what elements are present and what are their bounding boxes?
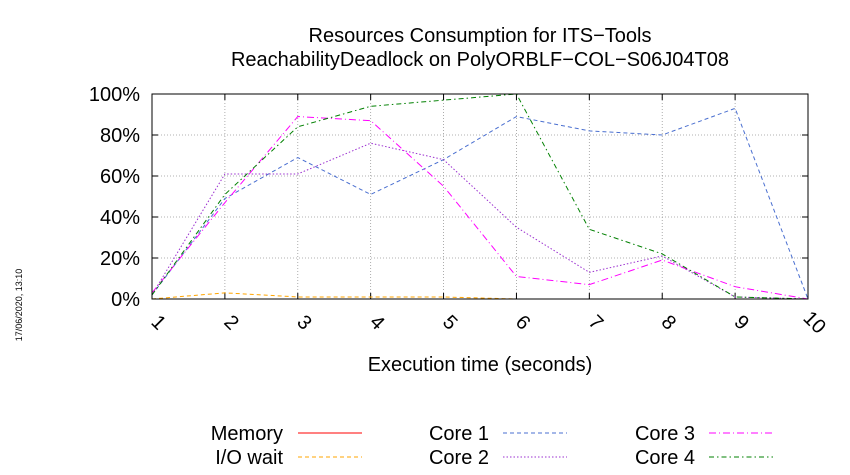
x-tick-label: 5 bbox=[438, 311, 461, 334]
x-axis-label: Execution time (seconds) bbox=[368, 354, 593, 376]
x-tick-label: 3 bbox=[292, 311, 315, 334]
plot-frame bbox=[151, 93, 809, 300]
y-tick-label: 100% bbox=[89, 84, 140, 106]
series-line-core-4 bbox=[151, 93, 809, 300]
grid bbox=[151, 93, 809, 300]
legend-core-4-label: Core 4 bbox=[635, 447, 695, 469]
tick-labels: 0% 20% 40% 60% 80% 100% 1 2 3 4 5 6 7 8 9 10 bbox=[89, 84, 830, 338]
chart-title-line1: Resources Consumption for ITS−Tools bbox=[309, 25, 652, 47]
y-tick-label: 20% bbox=[100, 248, 140, 270]
series-lines bbox=[151, 93, 809, 300]
series-line-core-3 bbox=[151, 116, 809, 300]
legend-core-3-label: Core 3 bbox=[635, 423, 695, 445]
y-tick-label: 0% bbox=[111, 289, 140, 311]
x-tick-label: 4 bbox=[365, 311, 388, 334]
legend-i-o-wait-label: I/O wait bbox=[215, 447, 283, 469]
legend-core-2-label: Core 2 bbox=[429, 447, 489, 469]
legend-memory-label: Memory bbox=[211, 423, 283, 445]
legend-core-1-label: Core 1 bbox=[429, 423, 489, 445]
side-timestamp: 17/06/2020, 13:10 bbox=[14, 269, 24, 342]
y-tick-label: 40% bbox=[100, 207, 140, 229]
x-tick-label: 1 bbox=[147, 311, 170, 334]
series-line-i-o-wait bbox=[151, 292, 808, 300]
y-tick-label: 60% bbox=[100, 166, 140, 188]
x-tick-label: 10 bbox=[799, 307, 830, 338]
series-line-core-2 bbox=[151, 142, 809, 300]
x-tick-label: 8 bbox=[657, 311, 680, 334]
x-tick-label: 2 bbox=[219, 311, 242, 334]
x-tick-label: 9 bbox=[730, 311, 753, 334]
y-tick-label: 80% bbox=[100, 125, 140, 147]
chart-title-line2: ReachabilityDeadlock on PolyORBLF−COL−S0… bbox=[231, 49, 729, 71]
x-tick-label: 6 bbox=[511, 311, 534, 334]
series-line-core-1 bbox=[151, 107, 809, 300]
x-tick-label: 7 bbox=[584, 311, 607, 334]
